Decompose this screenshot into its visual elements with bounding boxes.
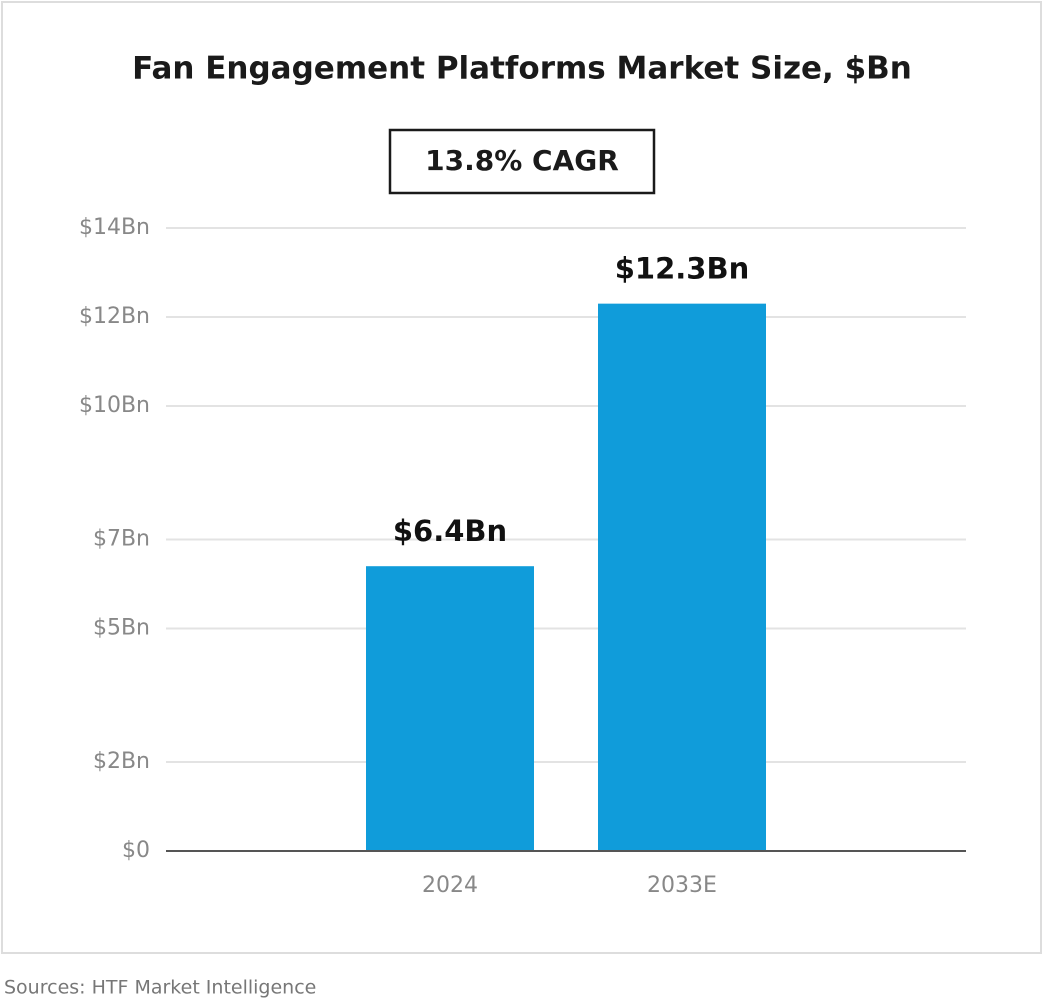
annotation: 13.8% CAGR xyxy=(425,144,619,177)
bar xyxy=(366,566,534,851)
y-tick-label: $2Bn xyxy=(93,749,150,774)
y-tick-label: $10Bn xyxy=(79,393,150,418)
chart-title: Fan Engagement Platforms Market Size, $B… xyxy=(132,51,912,87)
frame xyxy=(1,1,1042,954)
y-tick-label: $12Bn xyxy=(79,304,150,329)
y-tick-label: $14Bn xyxy=(79,215,150,240)
y-tick-label: $0 xyxy=(122,838,150,863)
annotation-box xyxy=(388,128,656,195)
x-tick-label: 2033E xyxy=(647,873,717,898)
y-tick-label: $7Bn xyxy=(93,527,150,552)
x-tick-label: 2024 xyxy=(422,873,478,898)
y-tick-label: $5Bn xyxy=(93,616,150,641)
value-label: $12.3Bn xyxy=(615,252,749,286)
source: Sources: HTF Market Intelligence xyxy=(4,977,316,999)
value-label: $6.4Bn xyxy=(393,514,507,548)
bar xyxy=(598,303,766,851)
